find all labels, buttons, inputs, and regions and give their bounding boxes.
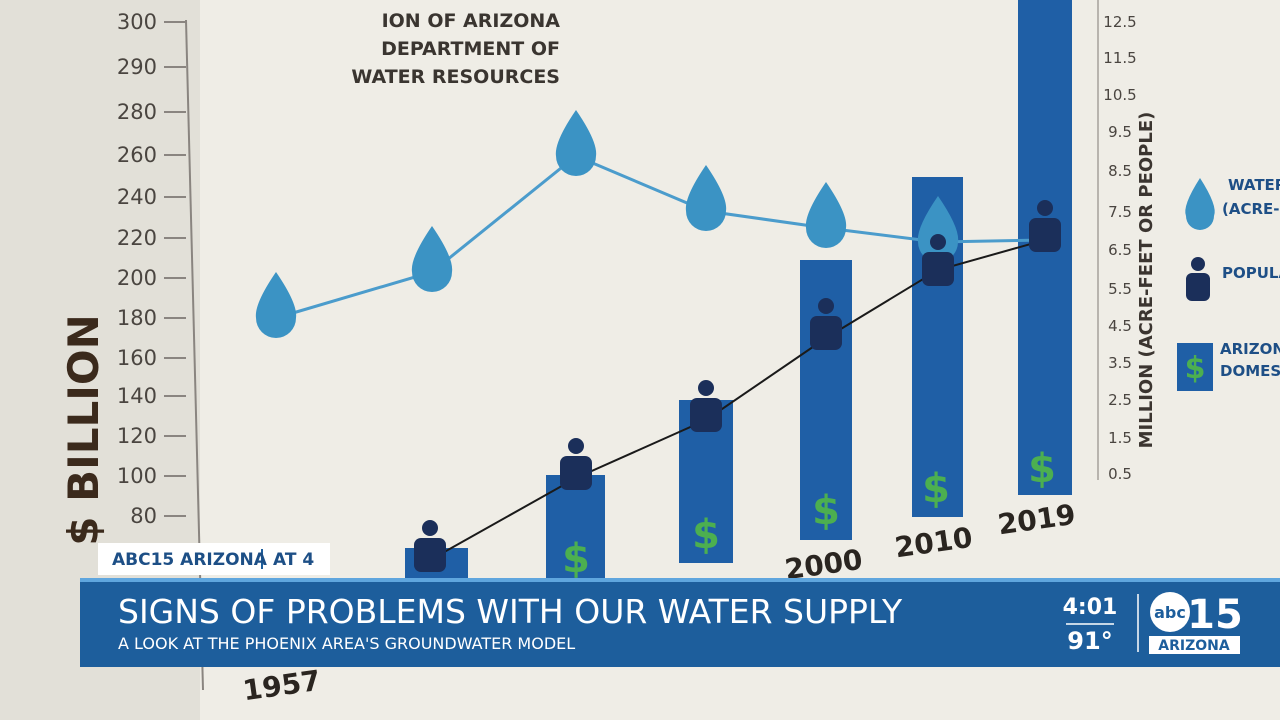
legend-label: DOMESTIC [1220,362,1280,380]
water-drop [917,196,959,262]
legend-label: ARIZONA [1220,340,1280,358]
banner-edge [80,578,1280,582]
logo-circle [1150,592,1190,632]
left-tick-label: 120 [117,424,157,448]
person-body [810,316,842,350]
legend-label: WATER U [1228,176,1280,194]
right-tick-label: 12.5 [1103,13,1136,31]
left-tick-label: 100 [117,464,157,488]
left-tick-label: 220 [117,226,157,250]
person-body [922,252,954,286]
left-tick-label: 290 [117,55,157,79]
left-tick-label: 140 [117,384,157,408]
left-tick-label: 180 [117,306,157,330]
person-head [422,520,438,536]
dollar-icon: $ [812,488,840,534]
legend-drop [1185,178,1215,230]
right-axis-title: MILLION (ACRE-FEET OR PEOPLE) [1136,112,1157,449]
logo-region: ARIZONA [1158,638,1230,654]
left-tick-label: 200 [117,266,157,290]
legend-dollar: $ [1185,351,1206,386]
dollar-icon: $ [562,536,590,582]
person-head [930,234,946,250]
right-tick-label: 0.5 [1108,465,1132,483]
people [414,200,1061,572]
source-line: DEPARTMENT OF [381,38,560,60]
left-tick-label: 160 [117,346,157,370]
left-tick-label: 260 [117,143,157,167]
left-tick-label: 300 [117,10,157,34]
bar [546,475,605,585]
right-tick-label: 7.5 [1108,203,1132,221]
person-head [818,298,834,314]
right-tick-label: 11.5 [1103,49,1136,67]
temperature: 91° [1067,627,1112,655]
water-drop [805,182,847,248]
legend-person [1186,273,1210,301]
source-text: ION OF ARIZONA DEPARTMENT OF WATER RESOU… [351,10,560,88]
legend-text: WATER U (ACRE-FE POPULAT ARIZONA DOMESTI… [1220,176,1280,380]
water-drop [685,165,727,231]
legend-label: POPULAT [1222,264,1280,282]
right-tick-label: 5.5 [1108,280,1132,298]
right-tick-label: 10.5 [1103,86,1136,104]
station-logo: abc 15 ARIZONA [1149,592,1243,654]
logo-channel: 15 [1187,592,1243,638]
headline: SIGNS OF PROBLEMS WITH OUR WATER SUPPLY [118,592,903,631]
right-tick-label: 1.5 [1108,429,1132,447]
dollar-icon: $ [1028,446,1056,492]
person-body [414,538,446,572]
clock: 4:01 [1063,595,1118,620]
station-tag [98,543,330,575]
left-tick-label: 80 [130,504,157,528]
person-head [568,438,584,454]
person-head [1037,200,1053,216]
right-tick-label: 3.5 [1108,354,1132,372]
water-drop [411,226,453,292]
person-body [690,398,722,432]
water-drop [255,272,297,338]
dollars: $ $ $ $ $ [562,446,1056,582]
logo-network: abc [1154,603,1186,622]
logo-region-box [1149,636,1240,654]
person-body [1029,218,1061,252]
right-tick-label: 4.5 [1108,317,1132,335]
subheadline: A LOOK AT THE PHOENIX AREA'S GROUNDWATER… [118,634,575,653]
legend-bar [1177,343,1213,391]
legend-person [1191,257,1205,271]
left-tick-label: 280 [117,100,157,124]
banner-band [80,578,1280,667]
drops [255,110,959,338]
right-tick-label: 9.5 [1108,123,1132,141]
show-name: AT 4 [273,550,314,570]
right-tick-label: 6.5 [1108,241,1132,259]
person-head [698,380,714,396]
source-line: WATER RESOURCES [351,66,560,88]
station-name: ABC15 ARIZONA [112,550,268,570]
ticks: 300 290 280 260 240 220 200 180 160 140 120 100 80 12… [117,10,1137,528]
source-line: ION OF ARIZONA [382,10,561,32]
left-tick-label: 240 [117,185,157,209]
population-line [429,239,1046,561]
dollar-icon: $ [922,466,950,512]
legend-icons: $ [1177,178,1215,391]
dollar-icon: $ [692,512,720,558]
right-tick-label: 2.5 [1108,391,1132,409]
right-tick-label: 8.5 [1108,162,1132,180]
person-body [560,456,592,490]
legend-label: (ACRE-FE [1222,200,1280,218]
left-axis-title: $ BILLION [59,314,108,546]
water-drop [555,110,597,176]
